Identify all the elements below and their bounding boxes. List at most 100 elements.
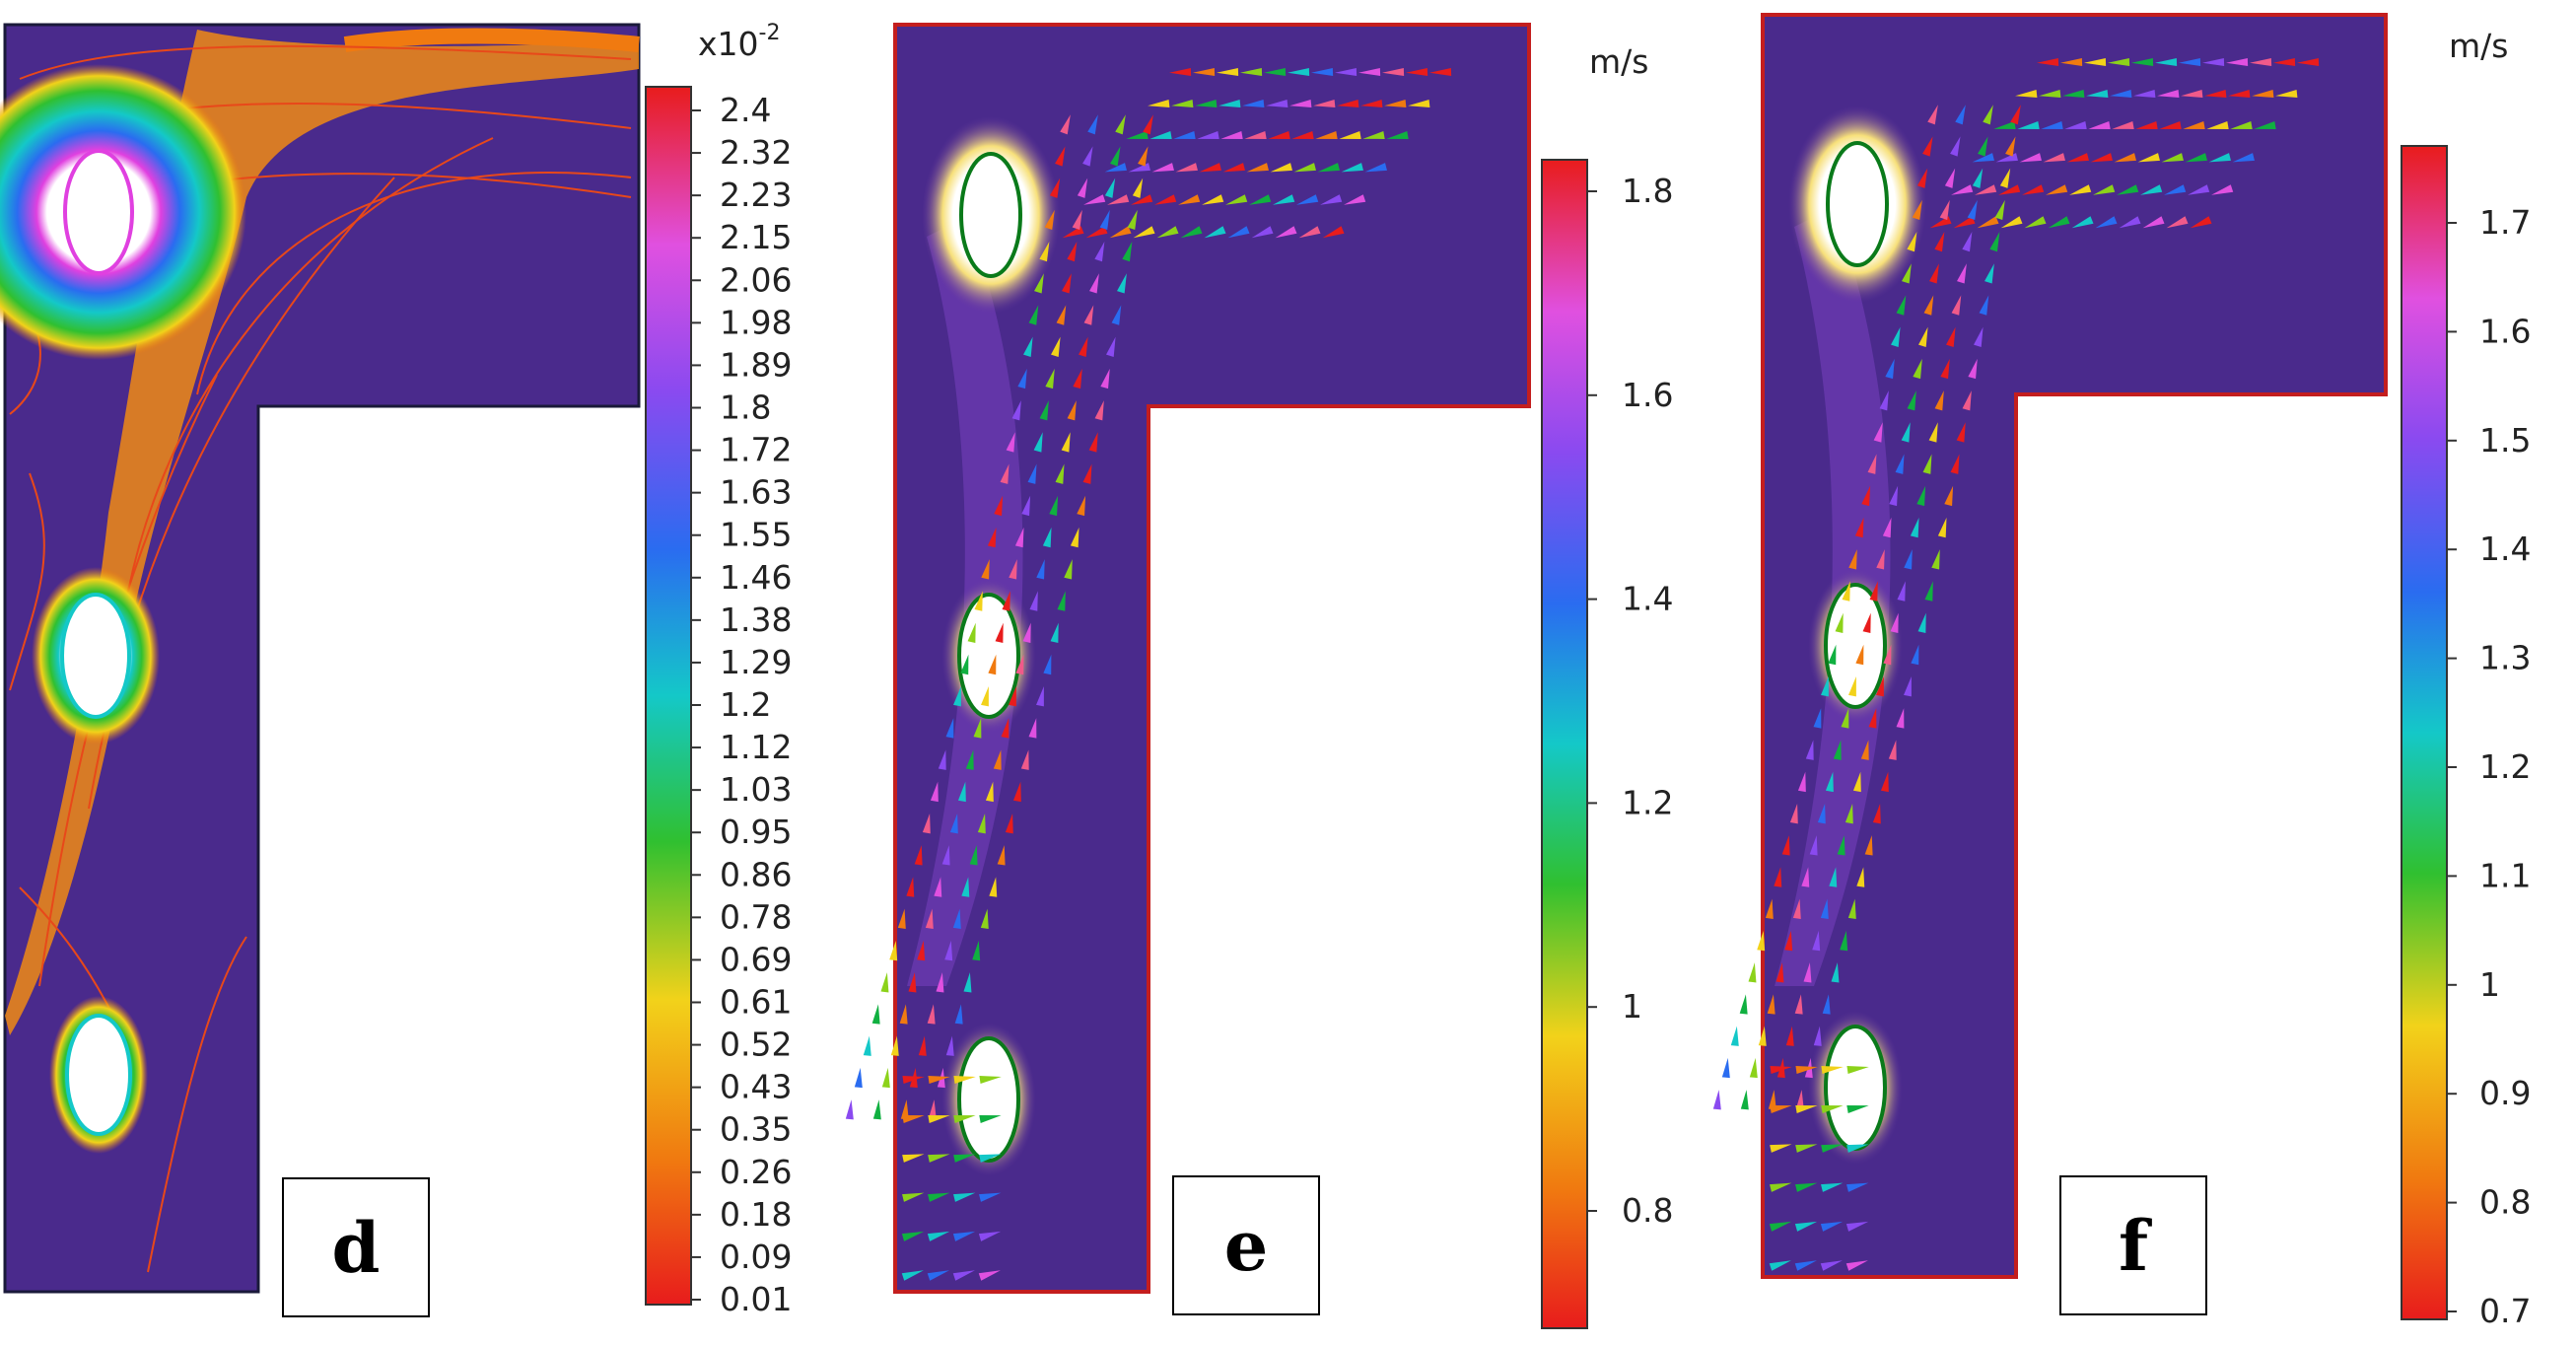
- velocity-arrow: [902, 1076, 925, 1084]
- velocity-arrow: [1358, 68, 1381, 76]
- velocity-arrow: [1127, 209, 1138, 231]
- velocity-arrow: [1984, 263, 1994, 284]
- velocity-arrow: [1821, 1144, 1844, 1153]
- velocity-arrow: [1860, 740, 1869, 760]
- velocity-arrow: [1060, 114, 1071, 135]
- velocity-arrow: [1951, 295, 1962, 316]
- velocity-arrow: [1151, 163, 1174, 173]
- velocity-arrow: [1079, 336, 1088, 357]
- velocity-arrow: [1795, 1144, 1818, 1153]
- velocity-arrow: [2202, 58, 2225, 66]
- panel-e-domain: [893, 23, 1531, 1294]
- velocity-arrow: [1989, 232, 2000, 252]
- colorbar-tick-label: 0.43: [720, 1068, 792, 1106]
- velocity-arrow: [1822, 994, 1831, 1015]
- velocity-arrow: [1757, 930, 1766, 952]
- velocity-arrow: [1867, 454, 1877, 474]
- panel-d-cylinder-mid: [60, 593, 131, 719]
- velocity-arrow: [1939, 199, 1950, 221]
- velocity-arrow: [1758, 1026, 1767, 1046]
- colorbar-tick-label: 2.15: [720, 218, 792, 256]
- velocity-arrow: [2254, 121, 2276, 129]
- velocity-arrow: [1218, 100, 1241, 107]
- velocity-arrow: [1794, 1260, 1817, 1271]
- velocity-arrow: [1845, 1260, 1868, 1271]
- velocity-arrow: [1934, 390, 1944, 411]
- velocity-arrow: [1770, 1105, 1792, 1113]
- velocity-arrow: [938, 749, 946, 770]
- velocity-arrow: [1406, 68, 1428, 76]
- colorbar-tick-label: 0.8: [2479, 1183, 2531, 1222]
- panel-d-label: d: [332, 1207, 381, 1289]
- panel-d-cylinder-bot: [65, 1014, 132, 1136]
- velocity-arrow: [980, 908, 989, 930]
- velocity-arrow: [1854, 517, 1864, 538]
- velocity-arrow: [979, 1154, 1002, 1163]
- velocity-arrow: [1775, 962, 1784, 983]
- colorbar-tick-label: 0.69: [720, 940, 792, 978]
- velocity-arrow: [1846, 1105, 1869, 1113]
- velocity-arrow: [925, 908, 934, 930]
- velocity-arrow: [1749, 1057, 1758, 1079]
- velocity-arrow: [1845, 1221, 1869, 1232]
- velocity-arrow: [1852, 771, 1861, 793]
- velocity-arrow: [1131, 194, 1153, 205]
- velocity-arrow: [1288, 68, 1310, 76]
- colorbar-tick-label: 0.01: [720, 1280, 792, 1318]
- velocity-arrow: [1039, 242, 1050, 262]
- velocity-arrow: [1322, 226, 1345, 239]
- velocity-arrow: [1968, 358, 1978, 380]
- velocity-arrow: [2024, 216, 2047, 229]
- velocity-arrow: [1002, 591, 1010, 611]
- colorbar-tick-label: 1: [2479, 965, 2500, 1004]
- velocity-arrow: [1812, 930, 1821, 952]
- velocity-arrow: [2275, 90, 2298, 98]
- velocity-arrow: [1036, 686, 1044, 707]
- velocity-arrow: [2071, 216, 2094, 229]
- velocity-arrow: [1889, 485, 1899, 507]
- velocity-arrow: [1143, 114, 1153, 135]
- velocity-arrow: [2046, 184, 2068, 195]
- velocity-arrow: [1795, 1182, 1818, 1192]
- velocity-arrow: [1774, 867, 1782, 887]
- velocity-arrow: [1781, 835, 1790, 856]
- velocity-arrow: [2114, 153, 2136, 163]
- velocity-arrow: [1730, 1026, 1739, 1046]
- velocity-arrow: [927, 1270, 949, 1281]
- velocity-arrow: [2069, 184, 2092, 195]
- velocity-arrow: [1067, 242, 1078, 262]
- panel-e: e m/s 1.8 1.6 1.4 1.2 1 0.8: [845, 23, 1673, 1329]
- velocity-arrow: [1077, 177, 1088, 198]
- velocity-arrow: [2232, 153, 2255, 163]
- velocity-arrow: [1797, 771, 1806, 793]
- velocity-arrow: [2090, 153, 2113, 163]
- velocity-arrow: [1249, 194, 1272, 205]
- velocity-arrow: [1809, 835, 1818, 856]
- velocity-arrow: [1064, 559, 1073, 580]
- velocity-arrow: [1784, 930, 1793, 952]
- velocity-arrow: [1998, 184, 2021, 195]
- velocity-arrow: [1222, 163, 1245, 173]
- panel-d: d x10-2 2.4 2.32 2.23 2.15 2.06 1.98 1.89 1.8 1.…: [0, 21, 792, 1318]
- velocity-arrow: [2137, 153, 2160, 163]
- velocity-arrow: [1940, 358, 1950, 380]
- colorbar-tick-label: 1.4: [1622, 580, 1673, 618]
- velocity-arrow: [1957, 263, 1967, 284]
- velocity-arrow: [2179, 58, 2201, 66]
- velocity-arrow: [1895, 454, 1905, 474]
- velocity-arrow: [1856, 867, 1865, 887]
- velocity-arrow: [1888, 740, 1897, 760]
- velocity-arrow: [1876, 676, 1884, 697]
- velocity-arrow: [899, 1004, 908, 1025]
- velocity-arrow: [1110, 146, 1121, 167]
- velocity-arrow: [1244, 131, 1267, 139]
- velocity-arrow: [952, 1231, 976, 1241]
- velocity-arrow: [914, 845, 923, 866]
- velocity-arrow: [1917, 612, 1926, 633]
- velocity-arrow: [1993, 121, 2016, 129]
- colorbar-tick-label: 0.7: [2479, 1292, 2531, 1330]
- velocity-arrow: [1944, 168, 1956, 188]
- velocity-arrow: [994, 495, 1004, 517]
- velocity-arrow: [1978, 136, 1988, 157]
